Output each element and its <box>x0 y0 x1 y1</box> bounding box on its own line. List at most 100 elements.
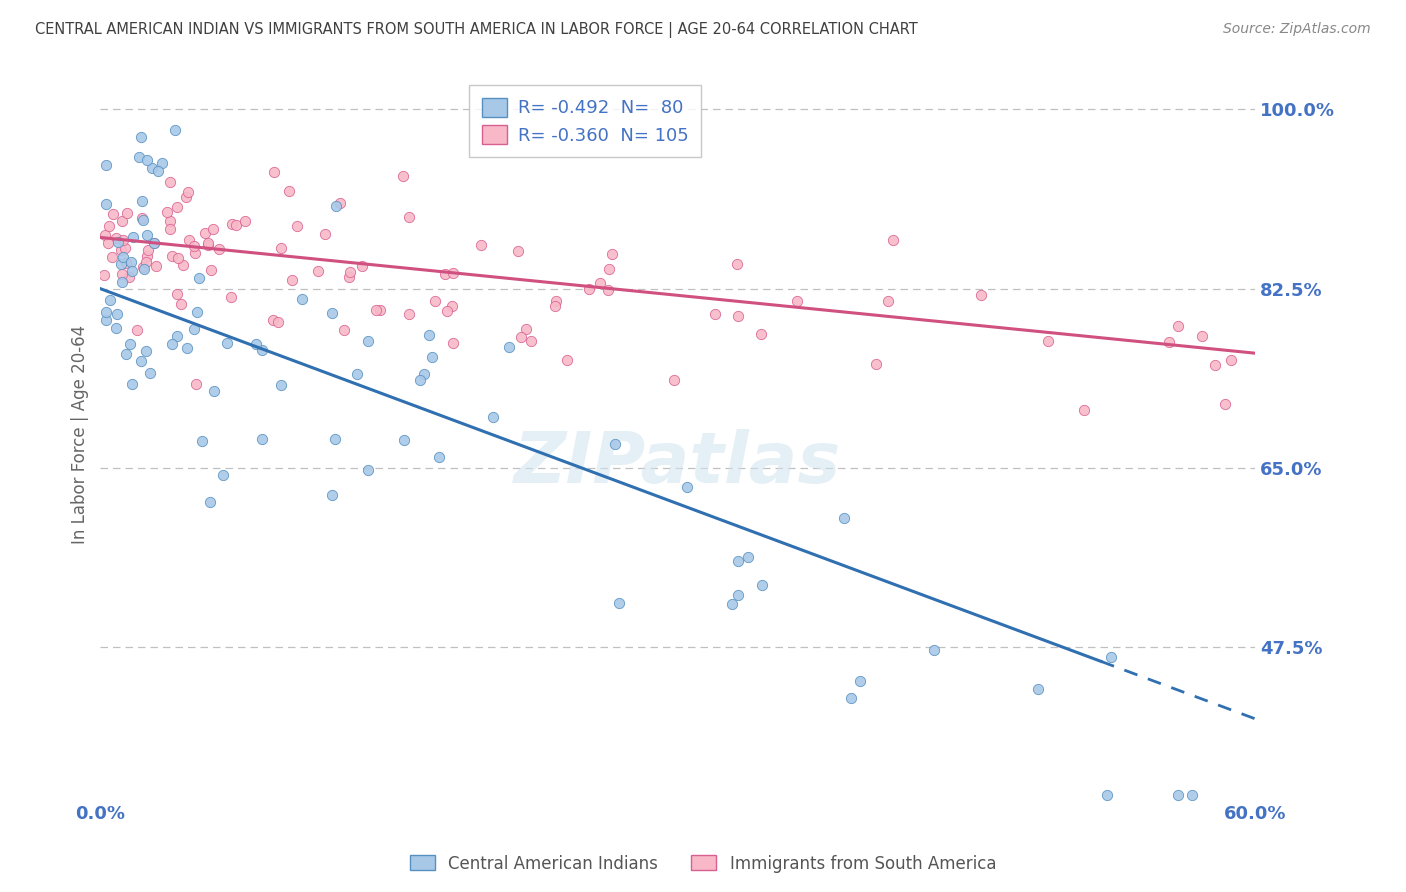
Point <box>131 194 153 209</box>
Point <box>849 673 872 688</box>
Point <box>433 267 456 281</box>
Point <box>314 227 336 241</box>
Point <box>110 257 132 271</box>
Point <box>94 227 117 242</box>
Point <box>115 206 138 220</box>
Point <box>215 336 238 351</box>
Point <box>132 261 155 276</box>
Point <box>94 304 117 318</box>
Point <box>114 346 136 360</box>
Point <box>176 342 198 356</box>
Point <box>174 190 197 204</box>
Point <box>262 313 284 327</box>
Point <box>751 578 773 592</box>
Point <box>307 264 329 278</box>
Point <box>129 354 152 368</box>
Point <box>392 433 415 447</box>
Point <box>510 330 533 344</box>
Point <box>146 164 169 178</box>
Point <box>270 242 292 256</box>
Point <box>413 367 436 381</box>
Legend: Central American Indians, Immigrants from South America: Central American Indians, Immigrants fro… <box>404 848 1002 880</box>
Point <box>166 286 188 301</box>
Point <box>202 384 225 398</box>
Point <box>357 334 380 348</box>
Point <box>291 292 314 306</box>
Point <box>598 283 620 297</box>
Point <box>834 510 856 524</box>
Point <box>441 299 464 313</box>
Point <box>346 367 368 381</box>
Point <box>727 588 749 602</box>
Point <box>104 320 127 334</box>
Point <box>544 299 567 313</box>
Point <box>121 230 143 244</box>
Point <box>187 271 209 285</box>
Point <box>1191 329 1213 343</box>
Point <box>162 336 184 351</box>
Point <box>392 169 415 184</box>
Point <box>186 305 208 319</box>
Point <box>285 219 308 233</box>
Point <box>143 236 166 251</box>
Point <box>350 259 373 273</box>
Point <box>145 260 167 274</box>
Point <box>112 233 135 247</box>
Point <box>121 264 143 278</box>
Point <box>603 437 626 451</box>
Point <box>201 222 224 236</box>
Point <box>118 337 141 351</box>
Point <box>1204 358 1226 372</box>
Point <box>118 270 141 285</box>
Point <box>1167 318 1189 333</box>
Point <box>121 377 143 392</box>
Point <box>233 213 256 227</box>
Legend: R= -0.492  N=  80, R= -0.360  N= 105: R= -0.492 N= 80, R= -0.360 N= 105 <box>470 85 702 157</box>
Point <box>270 378 292 392</box>
Point <box>141 161 163 176</box>
Point <box>1167 789 1189 803</box>
Point <box>727 554 749 568</box>
Point <box>1159 334 1181 349</box>
Point <box>1095 789 1118 803</box>
Point <box>737 549 759 564</box>
Text: CENTRAL AMERICAN INDIAN VS IMMIGRANTS FROM SOUTH AMERICA IN LABOR FORCE | AGE 20: CENTRAL AMERICAN INDIAN VS IMMIGRANTS FR… <box>35 22 918 38</box>
Point <box>115 256 138 270</box>
Point <box>197 236 219 251</box>
Point <box>221 217 243 231</box>
Point <box>183 239 205 253</box>
Point <box>720 597 742 611</box>
Point <box>194 226 217 240</box>
Point <box>368 302 391 317</box>
Point <box>135 344 157 359</box>
Point <box>1099 649 1122 664</box>
Point <box>725 257 748 271</box>
Point <box>441 266 464 280</box>
Point <box>578 282 600 296</box>
Y-axis label: In Labor Force | Age 20-64: In Labor Force | Age 20-64 <box>72 325 89 544</box>
Point <box>105 231 128 245</box>
Point <box>436 304 458 318</box>
Point <box>470 237 492 252</box>
Point <box>225 218 247 232</box>
Point <box>598 261 620 276</box>
Point <box>555 353 578 368</box>
Point <box>139 366 162 380</box>
Point <box>183 322 205 336</box>
Point <box>970 288 993 302</box>
Point <box>252 432 274 446</box>
Point <box>589 276 612 290</box>
Point <box>150 156 173 170</box>
Point <box>110 243 132 257</box>
Point <box>398 210 420 224</box>
Point <box>94 196 117 211</box>
Point <box>136 243 159 257</box>
Point <box>170 297 193 311</box>
Point <box>321 488 343 502</box>
Point <box>166 200 188 214</box>
Text: Source: ZipAtlas.com: Source: ZipAtlas.com <box>1223 22 1371 37</box>
Point <box>159 175 181 189</box>
Point <box>111 275 134 289</box>
Point <box>337 270 360 285</box>
Point <box>136 227 159 242</box>
